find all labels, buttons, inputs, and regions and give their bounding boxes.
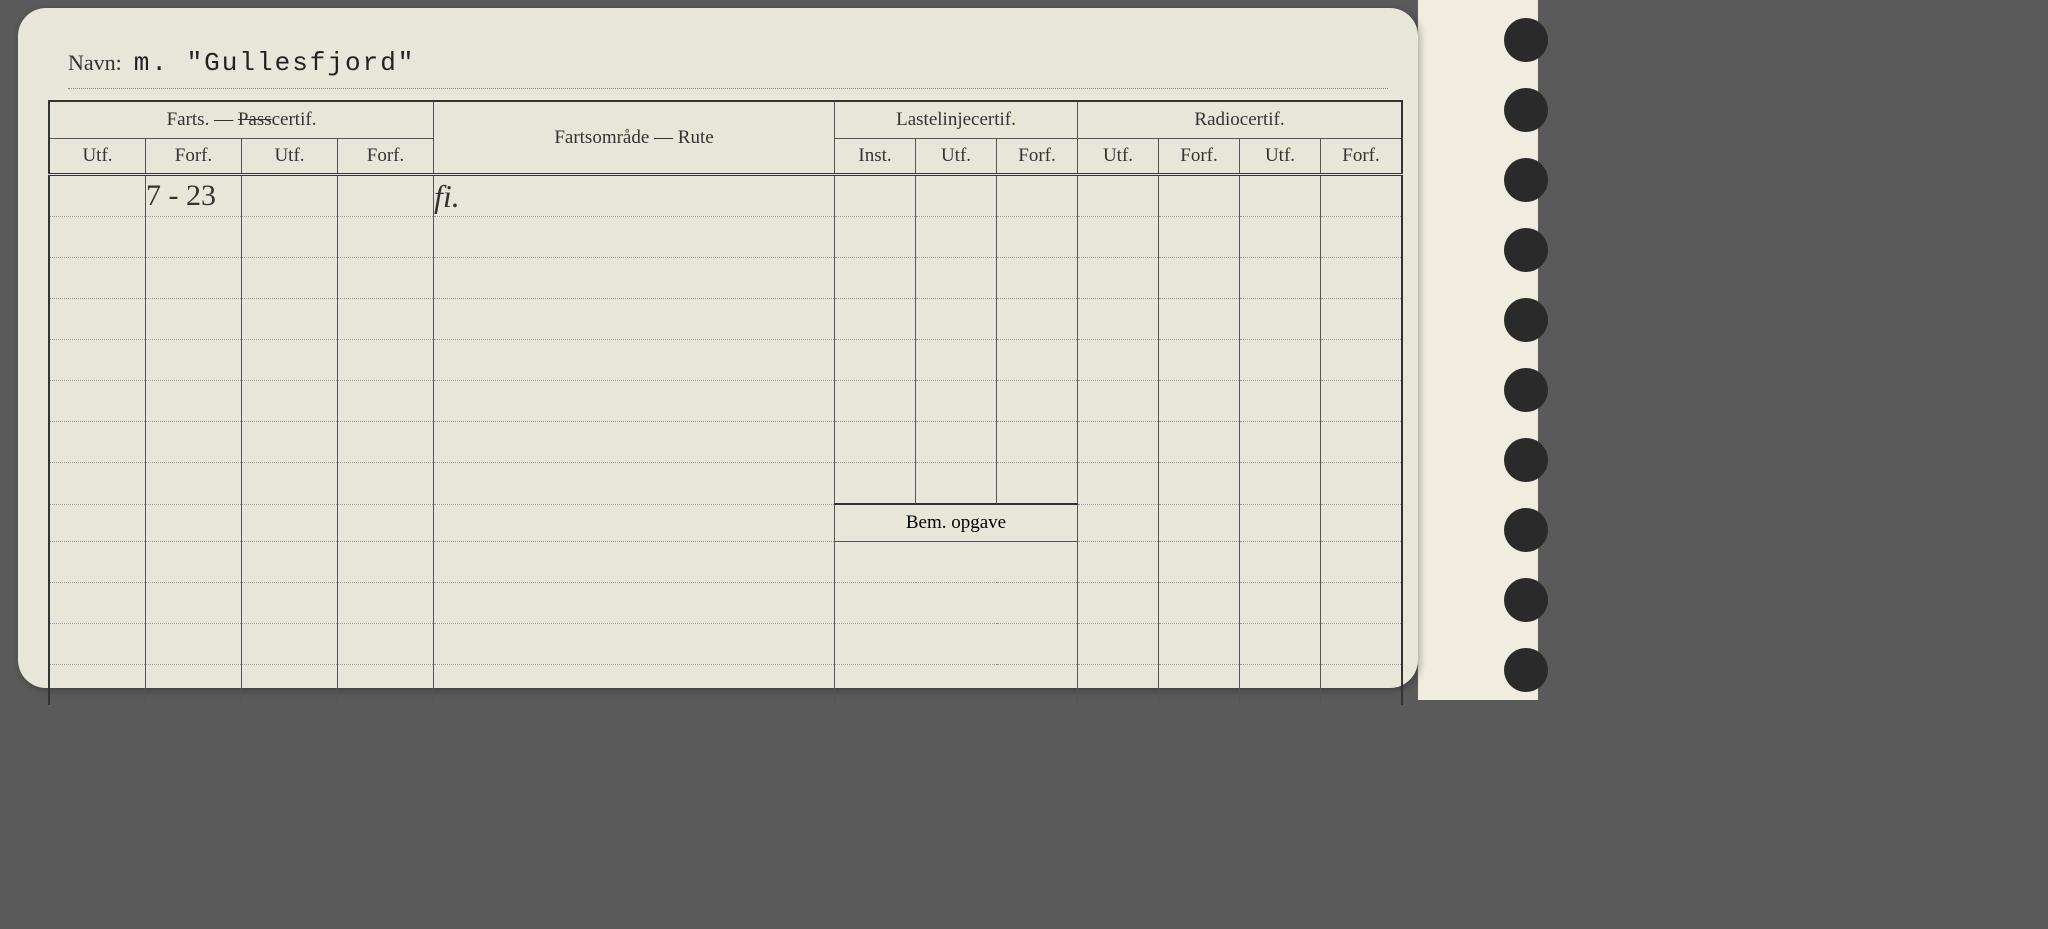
binder-hole-icon xyxy=(1504,298,1548,342)
sub-utf-1: Utf. xyxy=(49,139,146,175)
binder-hole-icon xyxy=(1504,88,1548,132)
sub-utf-2: Utf. xyxy=(242,139,338,175)
table-row xyxy=(49,258,1402,299)
binder-hole-icon xyxy=(1504,578,1548,622)
table-row xyxy=(49,422,1402,463)
table-row xyxy=(49,217,1402,258)
sub-forf-1: Forf. xyxy=(146,139,242,175)
index-card: Navn: m. "Gullesfjord" Farts. — Passcert… xyxy=(18,8,1418,688)
bem-header-row: Bem. opgave xyxy=(49,504,1402,542)
header-farts: Farts. — Passcertif. xyxy=(49,101,434,139)
header-radio: Radiocertif. xyxy=(1078,101,1403,139)
binder-hole-icon xyxy=(1504,228,1548,272)
navn-label: Navn: xyxy=(68,50,122,75)
binder-hole-icon xyxy=(1504,18,1548,62)
table-row: 7 - 23 fi. xyxy=(49,175,1402,217)
table-row xyxy=(49,463,1402,505)
sub-utf-5: Utf. xyxy=(1240,139,1321,175)
cell-forf1: 7 - 23 xyxy=(146,175,242,217)
sub-forf-2: Forf. xyxy=(338,139,434,175)
navn-row: Navn: m. "Gullesfjord" xyxy=(68,48,1388,89)
table-row xyxy=(49,624,1402,665)
table-row xyxy=(49,299,1402,340)
table-row xyxy=(49,665,1402,705)
table-row xyxy=(49,583,1402,624)
header-lastelinje: Lastelinjecertif. xyxy=(835,101,1078,139)
certificate-table: Farts. — Passcertif. Fartsområde — Rute … xyxy=(48,100,1403,705)
sub-inst: Inst. xyxy=(835,139,916,175)
sub-utf-4: Utf. xyxy=(1078,139,1159,175)
binder-hole-icon xyxy=(1504,438,1548,482)
sub-utf-3: Utf. xyxy=(916,139,997,175)
table-row xyxy=(49,340,1402,381)
bem-opgave-header: Bem. opgave xyxy=(835,504,1078,542)
binder-hole-icon xyxy=(1504,368,1548,412)
header-fartsomrade: Fartsområde — Rute xyxy=(434,101,835,175)
cell-rute: fi. xyxy=(434,175,835,217)
binder-hole-icon xyxy=(1504,158,1548,202)
binder-hole-icon xyxy=(1504,508,1548,552)
sub-forf-3: Forf. xyxy=(997,139,1078,175)
navn-value: m. "Gullesfjord" xyxy=(134,48,416,78)
binder-hole-icon xyxy=(1504,648,1548,692)
sub-forf-5: Forf. xyxy=(1321,139,1403,175)
sub-forf-4: Forf. xyxy=(1159,139,1240,175)
table-row xyxy=(49,542,1402,583)
table-row xyxy=(49,381,1402,422)
